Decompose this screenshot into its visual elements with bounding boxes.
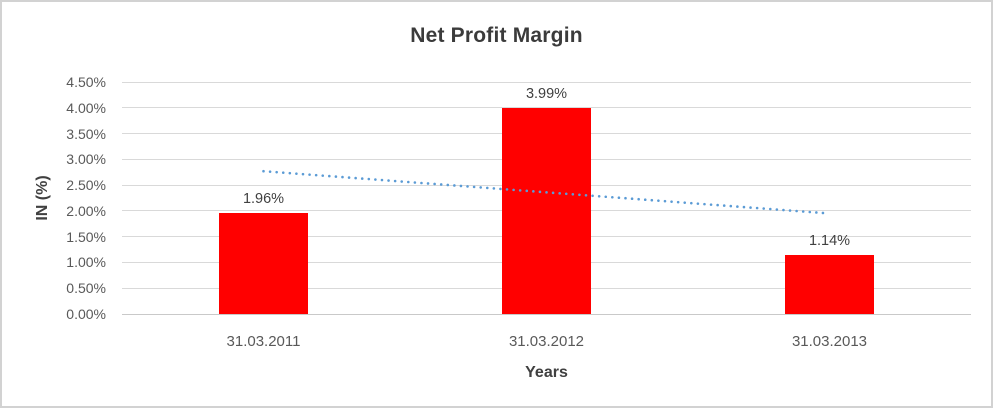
gridline bbox=[122, 81, 971, 83]
y-tick-label: 0.50% bbox=[66, 280, 106, 297]
x-tick-label: 31.03.2012 bbox=[508, 333, 585, 350]
y-tick-label: 4.00% bbox=[66, 99, 106, 116]
bar-31.03.2012 bbox=[502, 108, 591, 314]
bar-31.03.2011 bbox=[219, 212, 308, 314]
bar-data-label: 1.96% bbox=[242, 190, 285, 207]
trendline bbox=[262, 169, 831, 215]
gridline bbox=[122, 313, 971, 315]
x-tick-label: 31.03.2011 bbox=[226, 333, 301, 350]
y-tick-label: 4.50% bbox=[66, 74, 106, 90]
x-axis-title: Years bbox=[525, 364, 568, 381]
y-tick-label: 3.00% bbox=[66, 151, 106, 168]
gridline bbox=[122, 107, 971, 109]
y-tick-label: 2.00% bbox=[66, 202, 106, 219]
plot-area: 1.96% 3.99% 1.14% bbox=[122, 81, 971, 315]
bar-data-label: 3.99% bbox=[525, 86, 568, 103]
y-tick-label: 1.00% bbox=[66, 254, 106, 271]
y-tick-label: 1.50% bbox=[66, 228, 106, 245]
y-tick-label: 3.50% bbox=[66, 125, 106, 142]
y-tick-label: 2.50% bbox=[66, 177, 106, 194]
y-tick-label: 0.00% bbox=[66, 306, 106, 322]
x-tick-label: 31.03.2013 bbox=[791, 333, 868, 350]
bar-31.03.2013 bbox=[785, 255, 874, 314]
trendline-layer bbox=[262, 169, 831, 215]
chart-title: Net Profit Margin bbox=[410, 24, 583, 47]
bar-data-label: 1.14% bbox=[808, 233, 851, 250]
